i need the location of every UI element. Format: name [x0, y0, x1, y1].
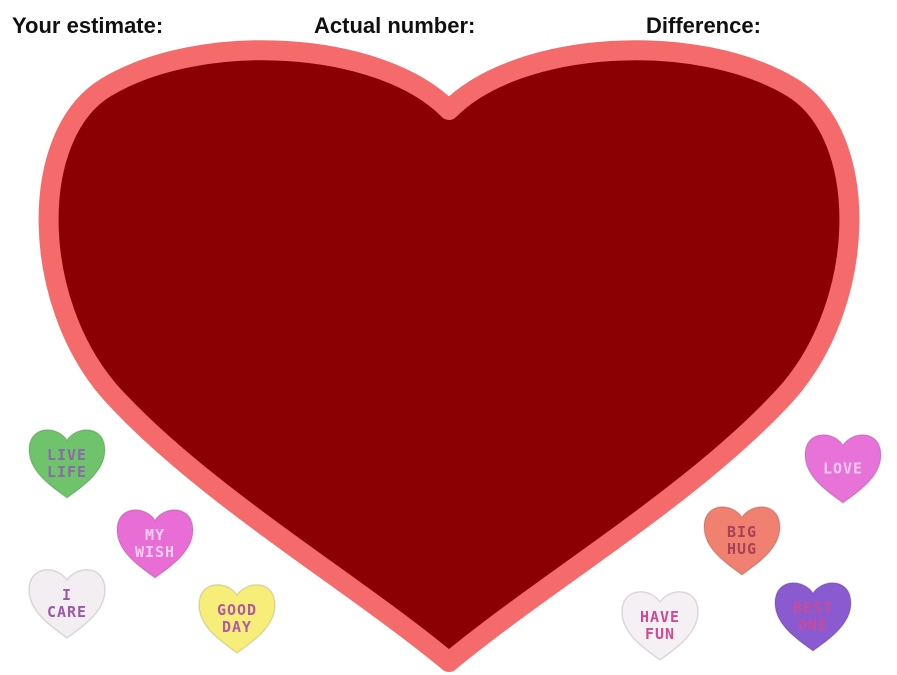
candy-text: BIG: [727, 523, 757, 541]
candy-text: GOOD: [217, 601, 257, 619]
candy-shape: [116, 509, 194, 579]
candy-text: WISH: [135, 543, 175, 561]
candy-text: I: [62, 586, 72, 604]
candy-shape: [774, 582, 852, 652]
candy-shape: [804, 434, 882, 504]
header-label: Your estimate:: [12, 13, 163, 38]
candy-shape: [703, 506, 781, 576]
candy-shape: [28, 429, 106, 499]
candy-text: MY: [145, 526, 165, 544]
candy-text: LIFE: [47, 463, 87, 481]
candy-text: CARE: [47, 603, 87, 621]
candy-text: ONE: [798, 616, 828, 634]
candy-shape: [198, 584, 276, 654]
header-label: Actual number:: [314, 13, 475, 38]
big-heart: [38, 40, 860, 672]
header-label: Difference:: [646, 13, 761, 38]
candy-text: FUN: [645, 625, 675, 643]
candy-text: LOVE: [823, 460, 863, 478]
candy-text: HUG: [727, 540, 757, 558]
candy-text: DAY: [222, 618, 252, 636]
candy-text: BEST: [793, 599, 833, 617]
candy-text: HAVE: [640, 608, 680, 626]
candy-heart: LOVE: [804, 434, 882, 504]
candy-shape: [28, 569, 106, 639]
candy-shape: [621, 591, 699, 661]
candy-text: LIVE: [47, 446, 87, 464]
